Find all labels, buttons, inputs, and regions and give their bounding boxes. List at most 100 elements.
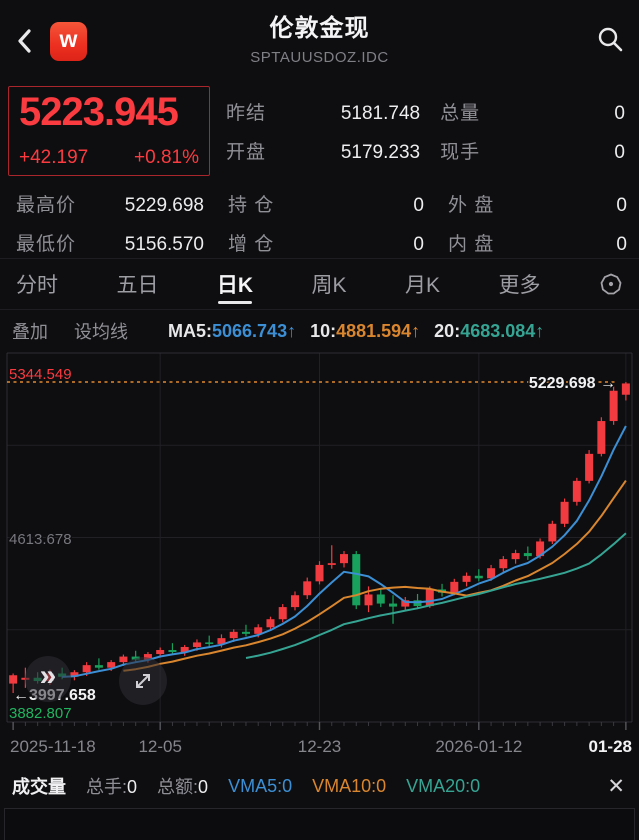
tab-more[interactable]: 更多: [498, 274, 541, 297]
overlay-button[interactable]: 叠加: [12, 322, 48, 342]
x-tick-label: 12-23: [298, 737, 341, 756]
tab-weekly-k[interactable]: 周K: [311, 274, 347, 297]
candle-body: [523, 553, 532, 557]
ma20-readout: 20:4683.084↑: [434, 320, 545, 341]
quote-value: 5229.698: [124, 195, 204, 216]
ma10-readout: 10:4881.594↑: [310, 320, 421, 341]
last-price-box: 5223.945 +42.197 +0.81%: [8, 86, 210, 176]
quote-row: 最低价 5156.570 增 仓 0 内 盘 0: [16, 229, 627, 256]
tab-daily-k[interactable]: 日K: [217, 259, 253, 309]
candle-body: [107, 662, 116, 668]
wind-app-logo[interactable]: w: [50, 21, 87, 61]
quote-label: 昨结: [226, 103, 267, 124]
period-tabs: 分时 五日 日K 周K 月K 更多: [0, 258, 639, 310]
quote-value: 0: [614, 103, 625, 124]
collapse-panel-button[interactable]: »: [25, 656, 71, 702]
candle-body: [241, 631, 250, 634]
candle-body: [217, 638, 226, 644]
vma20-readout: VMA20:0: [406, 775, 481, 796]
candle-body: [303, 581, 312, 596]
x-tick-label: 01-28: [589, 737, 632, 756]
candle-body: [315, 564, 324, 582]
x-tick-label: 12-05: [138, 737, 181, 756]
candlestick-chart[interactable]: 5229.698 →←3997.6585344.5494613.6783882.…: [0, 352, 639, 764]
quote-field: 外 盘 0: [448, 190, 627, 217]
chevron-left-icon: [18, 29, 31, 53]
quote-field: 开盘 5179.233: [226, 137, 420, 164]
ma5-line: [62, 425, 627, 678]
y-label-top: 5344.549: [9, 366, 72, 383]
quote-detail-rows: 最高价 5229.698 持 仓 0 外 盘 0 最低价 5156.570 增 仓 0 内 盘 0: [8, 190, 627, 256]
candle-body: [585, 453, 594, 481]
chart-canvas: 5229.698 →←3997.6585344.5494613.6783882.…: [6, 352, 634, 758]
quote-value: 5179.233: [340, 142, 421, 163]
quote-label: 最高价: [16, 195, 77, 216]
candle-body: [548, 523, 557, 542]
volume-info-bar: 成交量 总手:0 总额:0 VMA5:0 VMA10:0 VMA20:0 ✕: [0, 764, 639, 808]
candle-body: [560, 501, 569, 524]
gear-icon: [600, 273, 622, 295]
search-icon: [598, 27, 623, 51]
tab-intraday[interactable]: 分时: [16, 274, 58, 297]
quote-field: 现手 0: [440, 137, 625, 164]
tab-five-day[interactable]: 五日: [116, 274, 159, 297]
high-annotation: 5229.698 →: [529, 375, 616, 392]
x-tick-label: 2025-11-18: [10, 737, 96, 756]
candle-body: [474, 575, 483, 579]
candle-body: [487, 568, 496, 579]
candle-body: [376, 594, 385, 604]
set-ma-button[interactable]: 设均线: [74, 322, 128, 342]
candle-body: [229, 631, 238, 639]
quote-label: 持 仓: [228, 195, 275, 216]
candle-body: [290, 595, 299, 608]
quote-field: 昨结 5181.748: [226, 98, 420, 125]
resize-chart-button[interactable]: [119, 657, 167, 705]
quote-value: 5181.748: [340, 103, 421, 124]
quote-label: 最低价: [16, 234, 77, 255]
quote-row: 最高价 5229.698 持 仓 0 外 盘 0: [16, 190, 627, 217]
x-tick-label: 2026-01-12: [435, 737, 522, 756]
tab-monthly-k[interactable]: 月K: [405, 274, 441, 297]
chart-settings-button[interactable]: [599, 259, 623, 309]
candle-body: [389, 603, 398, 607]
candle-body: [266, 619, 275, 628]
ma10-line: [123, 480, 627, 672]
total-lots: 总手:0: [86, 777, 138, 797]
candle-body: [572, 480, 581, 502]
candle-body: [511, 553, 520, 560]
candle-body: [278, 607, 287, 620]
candle-body: [82, 665, 91, 673]
candle-body: [536, 541, 545, 557]
total-amount: 总额:0: [157, 777, 209, 797]
candle-body: [70, 672, 79, 677]
candle-body: [597, 421, 606, 454]
quote-field: 增 仓 0: [228, 229, 424, 256]
candle-body: [168, 650, 177, 653]
search-button[interactable]: [595, 24, 625, 59]
quote-panel: 5223.945 +42.197 +0.81% 昨结 5181.748 总量 0 开盘 5…: [0, 82, 639, 258]
quote-field: 总量 0: [440, 98, 625, 125]
quote-label: 开盘: [226, 142, 267, 163]
quote-label: 外 盘: [448, 195, 495, 216]
quote-value: 0: [616, 195, 627, 216]
app-header: w 伦敦金现 SPTAUUSDOZ.IDC: [0, 0, 639, 82]
quote-value: 0: [614, 142, 625, 163]
candle-body: [9, 675, 18, 684]
quote-value: 0: [413, 234, 424, 255]
quote-field: 最高价 5229.698: [16, 190, 204, 217]
candle-body: [401, 600, 410, 607]
candle-body: [340, 554, 349, 564]
page-title: 伦敦金现: [269, 15, 370, 42]
quote-field: 内 盘 0: [448, 229, 627, 256]
candle-body: [119, 656, 128, 663]
price-change: +42.197: [19, 147, 89, 168]
quote-label: 内 盘: [448, 234, 495, 255]
vma5-readout: VMA5:0: [228, 775, 293, 796]
vma10-readout: VMA10:0: [312, 775, 387, 796]
back-button[interactable]: [14, 24, 40, 58]
quote-label: 现手: [440, 142, 481, 163]
volume-pane: [4, 808, 635, 840]
candle-body: [462, 575, 471, 582]
close-volume-button[interactable]: ✕: [607, 774, 625, 798]
